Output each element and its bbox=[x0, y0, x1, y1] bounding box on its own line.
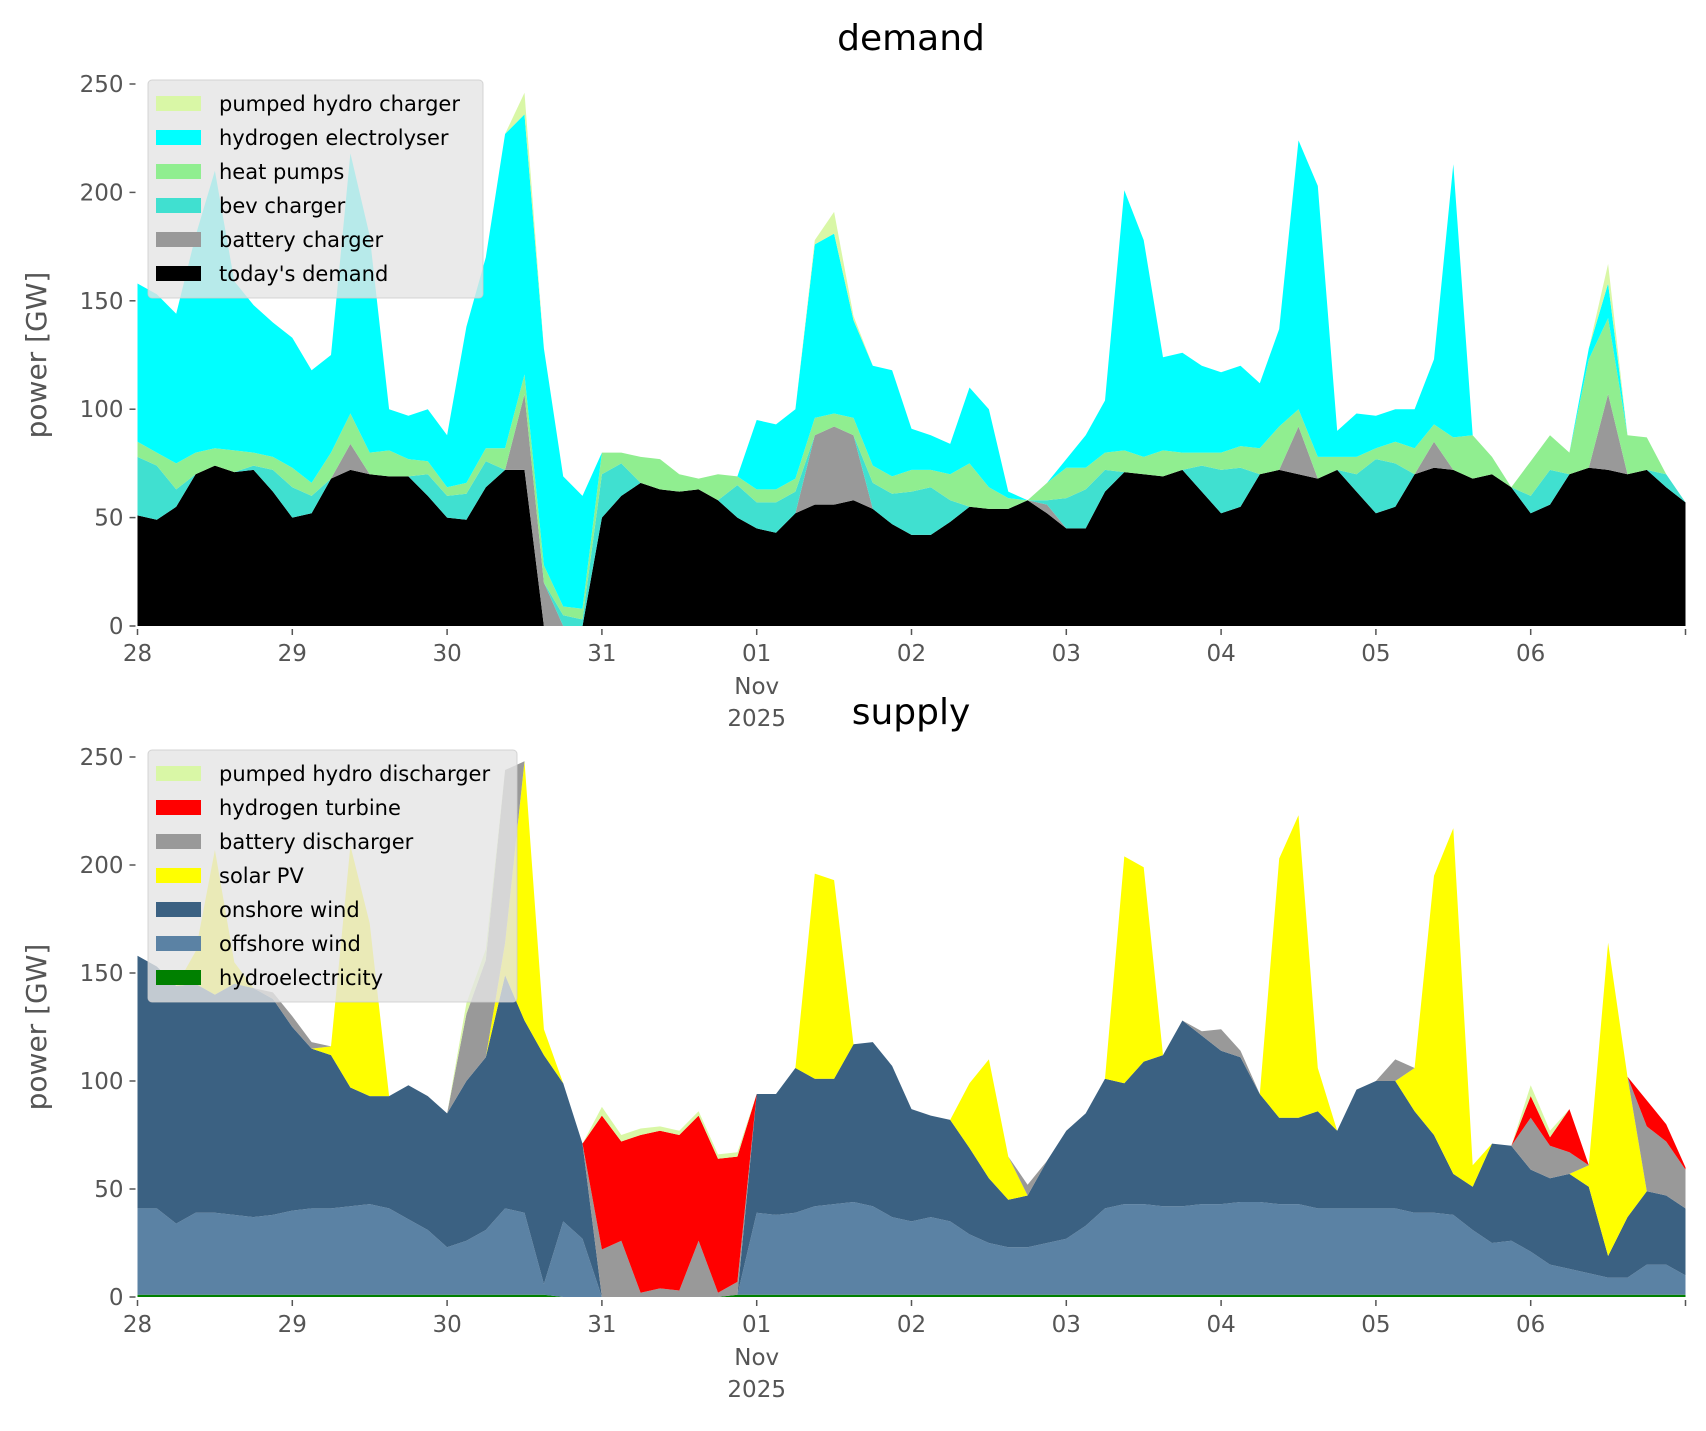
x-tick-label: 06 bbox=[1516, 1312, 1545, 1338]
legend-label: hydrogen electrolyser bbox=[219, 126, 449, 150]
y-tick-label: 100 bbox=[80, 1069, 124, 1095]
legend-label: onshore wind bbox=[219, 898, 360, 922]
area-heat-pumps bbox=[137, 318, 1686, 620]
legend-label: battery discharger bbox=[219, 830, 414, 854]
y-tick-label: 0 bbox=[109, 1285, 124, 1311]
y-tick-label: 100 bbox=[80, 397, 124, 423]
legend-label: solar PV bbox=[219, 864, 304, 888]
x-tick-year: 2025 bbox=[727, 706, 786, 732]
legend-swatch-pumped-hydro-discharger bbox=[156, 766, 201, 781]
x-tick-label: 02 bbox=[897, 641, 926, 667]
x-tick-label: 30 bbox=[432, 641, 461, 667]
legend-label: pumped hydro charger bbox=[219, 92, 460, 116]
y-tick-label: 250 bbox=[80, 72, 124, 98]
supply-areas bbox=[137, 761, 1686, 1297]
legend-swatch-onshore-wind bbox=[156, 902, 201, 917]
demand-axes: 0 50 100 150 200 250 28 29 30 31 01 Nov 2025 02 03 04 05… bbox=[80, 72, 1687, 732]
y-tick-label: 200 bbox=[80, 853, 124, 879]
area-battery-charger bbox=[137, 394, 1686, 626]
legend-swatch-bev-charger bbox=[156, 198, 201, 213]
legend-swatch-solar-pv bbox=[156, 868, 201, 883]
x-tick-label: 04 bbox=[1206, 641, 1235, 667]
x-tick-label: 28 bbox=[123, 1312, 152, 1338]
demand-areas bbox=[137, 92, 1686, 626]
legend-swatch-today-s-demand bbox=[156, 266, 201, 281]
y-tick-label: 150 bbox=[80, 961, 124, 987]
y-tick-label: 150 bbox=[80, 289, 124, 315]
legend-label: battery charger bbox=[219, 228, 384, 252]
supply-title: supply bbox=[852, 692, 971, 733]
x-tick-label: 03 bbox=[1052, 1312, 1081, 1338]
legend-swatch-pumped-hydro-charger bbox=[156, 96, 201, 111]
supply-legend: pumped hydro discharger hydrogen turbine b… bbox=[147, 749, 518, 1003]
legend-box bbox=[147, 79, 484, 299]
legend-label: bev charger bbox=[219, 194, 346, 218]
y-tick-label: 50 bbox=[94, 1177, 123, 1203]
x-tick-label: 29 bbox=[278, 641, 307, 667]
y-tick-label: 200 bbox=[80, 180, 124, 206]
legend-label: hydrogen turbine bbox=[219, 796, 401, 820]
x-tick-label: 04 bbox=[1206, 1312, 1235, 1338]
x-tick-month: Nov bbox=[734, 1345, 779, 1371]
area-onshore-wind bbox=[137, 955, 1686, 1297]
x-tick-year: 2025 bbox=[727, 1377, 786, 1403]
legend-label: today's demand bbox=[219, 262, 388, 286]
x-tick-label: 01 bbox=[742, 1312, 771, 1338]
legend-swatch-hydrogen-electrolyser bbox=[156, 130, 201, 145]
x-tick-label: 05 bbox=[1361, 641, 1390, 667]
y-tick-label: 0 bbox=[109, 614, 124, 640]
x-tick-label: 06 bbox=[1516, 641, 1545, 667]
area-bev-charger bbox=[137, 394, 1686, 626]
legend-swatch-battery-charger bbox=[156, 232, 201, 247]
legend-swatch-heat-pumps bbox=[156, 164, 201, 179]
area-hydrogen-electrolyser bbox=[137, 114, 1686, 609]
demand-legend: pumped hydro charger hydrogen electrolyse… bbox=[147, 79, 484, 299]
x-tick-label: 31 bbox=[587, 641, 616, 667]
x-tick-month: Nov bbox=[734, 674, 779, 700]
legend-swatch-battery-discharger bbox=[156, 834, 201, 849]
legend-swatch-hydrogen-turbine bbox=[156, 800, 201, 815]
legend-label: pumped hydro discharger bbox=[219, 762, 490, 786]
demand-title: demand bbox=[837, 18, 985, 59]
demand-y-axis-label: power [GW] bbox=[20, 272, 53, 439]
legend-box bbox=[147, 749, 518, 1003]
legend-swatch-hydroelectricity bbox=[156, 970, 201, 985]
x-tick-label: 30 bbox=[432, 1312, 461, 1338]
x-tick-label: 03 bbox=[1052, 641, 1081, 667]
x-tick-label: 05 bbox=[1361, 1312, 1390, 1338]
x-tick-label: 02 bbox=[897, 1312, 926, 1338]
x-tick-label: 01 bbox=[742, 641, 771, 667]
y-tick-label: 50 bbox=[94, 506, 123, 532]
supply-axes: 0 50 100 150 200 250 28 29 30 31 01 Nov 2025 02 03 04 05… bbox=[80, 745, 1687, 1403]
x-tick-label: 29 bbox=[278, 1312, 307, 1338]
area-offshore-wind bbox=[137, 1202, 1686, 1297]
area-hydroelectricity bbox=[137, 1294, 1686, 1297]
legend-label: offshore wind bbox=[219, 932, 361, 956]
x-tick-label: 28 bbox=[123, 641, 152, 667]
y-tick-label: 250 bbox=[80, 745, 124, 771]
x-tick-label: 31 bbox=[587, 1312, 616, 1338]
legend-label: heat pumps bbox=[219, 160, 344, 184]
legend-swatch-offshore-wind bbox=[156, 936, 201, 951]
supply-y-axis-label: power [GW] bbox=[20, 944, 53, 1111]
legend-label: hydroelectricity bbox=[219, 966, 383, 990]
area-today-s-demand bbox=[137, 465, 1686, 626]
area-solar-pv bbox=[137, 761, 1686, 1297]
